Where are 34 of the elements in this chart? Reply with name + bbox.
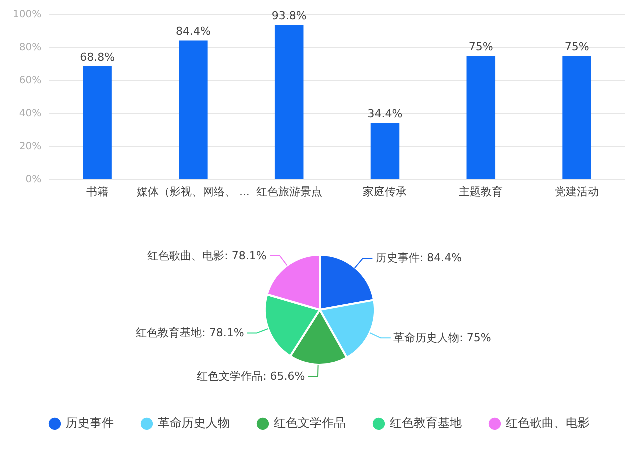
- data-label: 75%: [468, 40, 494, 54]
- data-label: 革命历史人物: 75%: [394, 331, 492, 344]
- data-label: 红色文学作品: 65.6%: [197, 370, 306, 383]
- data-label: 84.4%: [176, 25, 211, 38]
- x-tick-label: 家庭传承: [363, 185, 408, 198]
- data-label: 红色歌曲、电影: 78.1%: [148, 249, 267, 262]
- y-tick-label: 80%: [19, 42, 42, 54]
- bar: [562, 56, 592, 180]
- x-tick-label: 书籍: [86, 185, 109, 198]
- x-tick-label: 媒体（影视、网络、 ...: [136, 185, 250, 198]
- legend-label: 革命历史人物: [158, 416, 230, 430]
- bar: [274, 25, 304, 180]
- bar: [83, 66, 112, 180]
- legend-label: 历史事件: [66, 416, 114, 430]
- bar: [370, 123, 400, 180]
- x-tick-label: 主题教育: [459, 185, 504, 198]
- y-tick-label: 100%: [12, 10, 42, 21]
- bar: [466, 56, 496, 180]
- y-tick-label: 0%: [26, 174, 42, 186]
- y-tick-label: 60%: [19, 76, 42, 87]
- data-label: 75%: [564, 40, 590, 54]
- legend-label: 红色文学作品: [274, 416, 346, 430]
- data-label: 历史事件: 84.4%: [376, 251, 462, 264]
- y-tick-label: 40%: [19, 108, 42, 120]
- legend-label: 红色教育基地: [390, 416, 462, 430]
- bar: [179, 40, 208, 180]
- y-tick-label: 20%: [19, 141, 42, 152]
- data-label: 93.8%: [272, 10, 307, 23]
- data-label: 68.8%: [80, 50, 116, 64]
- data-label: 红色教育基地: 78.1%: [136, 326, 244, 340]
- x-tick-label: 红色旅游景点: [256, 185, 322, 198]
- x-tick-label: 党建活动: [555, 185, 600, 198]
- data-label: 34.4%: [368, 107, 403, 120]
- legend-label: 红色歌曲、电影: [506, 416, 590, 430]
